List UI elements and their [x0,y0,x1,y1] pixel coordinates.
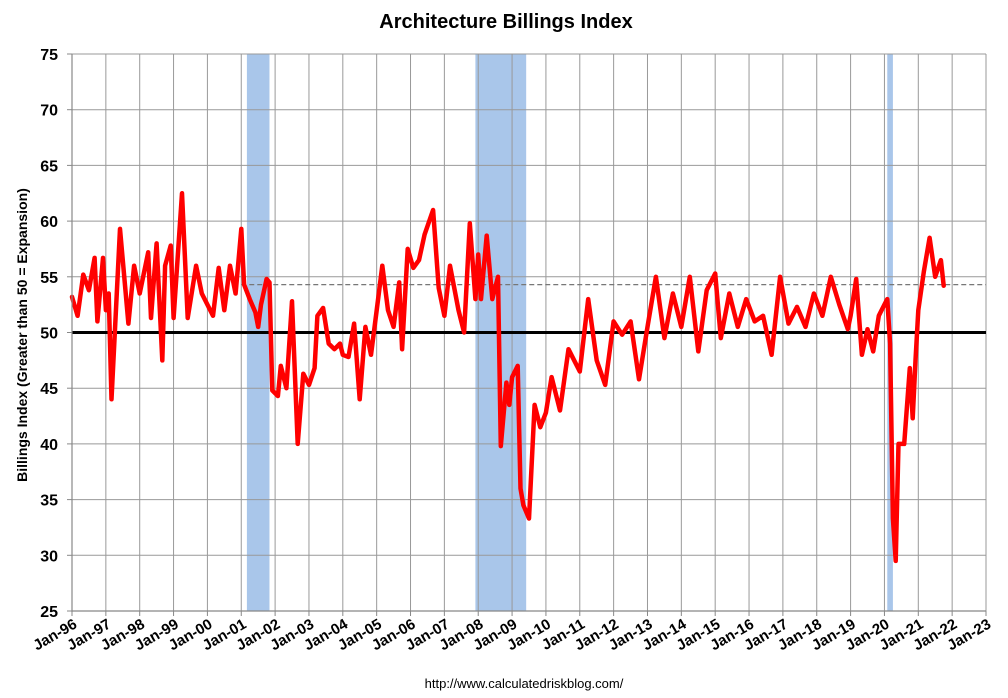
source-note: http://www.calculatedriskblog.com/ [425,676,624,691]
y-tick-label-2: 35 [40,493,58,510]
y-tick-label-7: 60 [40,214,58,231]
y-tick-label-5: 50 [40,326,58,343]
y-tick-label-10: 75 [40,47,58,64]
reference-lines [72,283,986,334]
y-tick-label-9: 70 [40,103,58,120]
y-tick-label-4: 45 [40,381,58,398]
series-layer [69,191,946,564]
y-tick-labels: 25 30 35 40 45 50 55 60 65 70 75 [40,47,58,621]
chart-title: Architecture Billings Index [379,11,632,33]
y-tick-label-0: 25 [40,604,58,621]
y-axis-label: Billings Index (Greater than 50 = Expans… [14,188,30,482]
axes [67,53,987,616]
x-tick-labels: Jan-96Jan-97Jan-98Jan-99Jan-00Jan-01Jan-… [30,615,994,654]
y-tick-label-3: 40 [40,437,58,454]
y-tick-label-8: 65 [40,158,58,175]
series-line-0 [69,191,946,564]
y-tick-label-1: 30 [40,548,58,565]
y-tick-label-6: 55 [40,270,58,287]
